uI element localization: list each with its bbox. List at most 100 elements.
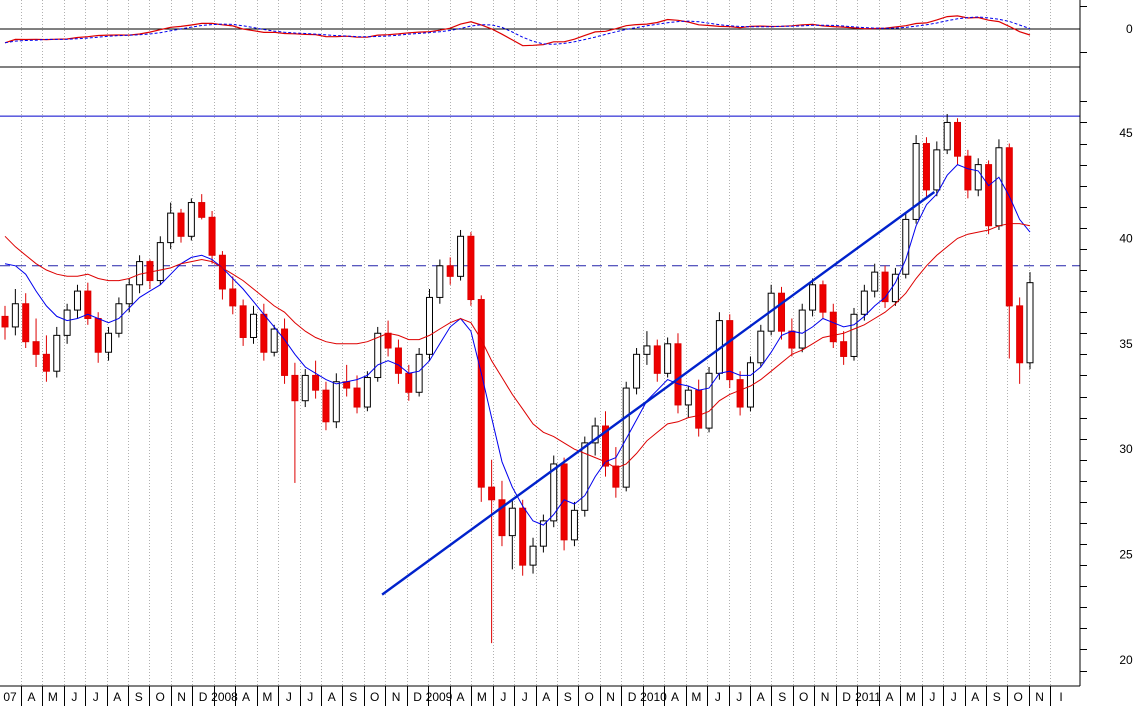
candle-body: [291, 374, 299, 402]
candle-body: [529, 545, 537, 566]
candle-body: [726, 320, 734, 381]
oscillator-panel: 0: [0, 15, 1133, 47]
candle-body: [550, 463, 558, 522]
candle-body: [539, 520, 547, 547]
x-tick-label: O: [584, 690, 593, 704]
x-tick-label: A: [27, 690, 35, 704]
y-tick-label: 20: [1119, 653, 1133, 667]
x-tick-label: J: [307, 690, 313, 704]
candle-body: [933, 149, 941, 191]
candle-body: [415, 353, 423, 393]
oscillator-signal-line: [4, 16, 1031, 45]
candle-body: [488, 486, 496, 501]
candle-body: [208, 216, 216, 256]
candle-body: [591, 425, 599, 444]
x-tick-label: D: [842, 690, 851, 704]
candle-body: [498, 499, 506, 537]
candle-body: [891, 273, 899, 303]
candle-body: [332, 381, 340, 423]
candle-body: [684, 389, 692, 406]
candle-body: [249, 313, 257, 338]
x-tick-label: N: [392, 690, 401, 704]
candle-body: [570, 509, 578, 541]
price-axis: 20 25 30 35 40 45: [1079, 0, 1133, 686]
x-tick-label: S: [135, 690, 143, 704]
candles: [1, 114, 1034, 644]
x-tick-label: M: [691, 690, 701, 704]
candle-body: [695, 389, 703, 429]
candle-body: [156, 242, 164, 282]
x-tick-label: A: [885, 690, 893, 704]
x-tick-label: M: [477, 690, 487, 704]
candle-body: [602, 425, 610, 467]
x-tick-label: S: [564, 690, 572, 704]
x-tick-label: D: [413, 690, 422, 704]
candle-body: [73, 290, 81, 311]
x-tick-label: 2010: [640, 690, 667, 704]
price-panel: [0, 114, 1080, 644]
x-tick-label: J: [71, 690, 77, 704]
x-tick-label: N: [177, 690, 186, 704]
x-tick-label: M: [262, 690, 272, 704]
candle-body: [995, 147, 1003, 227]
candle-body: [11, 303, 19, 328]
candle-body: [1005, 147, 1013, 307]
candle-body: [42, 353, 50, 372]
candle-body: [778, 292, 786, 332]
candle-body: [32, 341, 40, 355]
x-tick-label: J: [951, 690, 957, 704]
x-tick-label: A: [971, 690, 979, 704]
x-tick-label: A: [113, 690, 121, 704]
candle-body: [425, 296, 433, 355]
x-tick-label: A: [757, 690, 765, 704]
x-tick-label: 2008: [211, 690, 238, 704]
x-tick-label: N: [606, 690, 615, 704]
candle-body: [964, 155, 972, 191]
x-tick-label: 2009: [426, 690, 453, 704]
candle-body: [187, 202, 195, 237]
candle-body: [943, 121, 951, 151]
moving-average-red: [4, 223, 1031, 469]
candle-body: [612, 465, 620, 488]
candle-body: [788, 330, 796, 349]
candle-body: [674, 343, 682, 406]
x-tick-label: J: [736, 690, 742, 704]
candle-body: [736, 379, 744, 408]
x-tick-label: J: [500, 690, 506, 704]
candle-body: [167, 212, 175, 244]
candle-body: [301, 374, 309, 402]
candle-body: [705, 372, 713, 429]
candle-body: [322, 389, 330, 423]
x-tick-label: J: [522, 690, 528, 704]
candle-body: [798, 309, 806, 349]
candle-body: [1026, 282, 1034, 364]
candle-body: [53, 334, 61, 372]
candle-body: [63, 309, 71, 336]
candle-body: [653, 345, 661, 374]
y-tick-label: 45: [1119, 126, 1133, 140]
candle-body: [1, 315, 9, 328]
candle-body: [560, 463, 568, 541]
x-tick-label: J: [715, 690, 721, 704]
trendline: [381, 191, 936, 596]
candle-body: [1016, 305, 1024, 364]
candle-body: [985, 164, 993, 227]
x-tick-label: J: [286, 690, 292, 704]
candle-body: [343, 381, 351, 389]
candle-body: [860, 290, 868, 315]
x-tick-label: O: [155, 690, 164, 704]
candle-body: [643, 345, 651, 355]
candle-body: [809, 284, 817, 311]
candle-body: [353, 387, 361, 408]
candle-body: [136, 261, 144, 286]
candle-body: [974, 164, 982, 191]
candle-body: [198, 202, 206, 218]
x-tick-label: A: [456, 690, 464, 704]
x-tick-label: J: [93, 690, 99, 704]
x-tick-label: D: [628, 690, 637, 704]
candle-body: [363, 377, 371, 408]
candle-body: [840, 341, 848, 357]
candle-body: [633, 353, 641, 389]
x-tick-label: D: [199, 690, 208, 704]
